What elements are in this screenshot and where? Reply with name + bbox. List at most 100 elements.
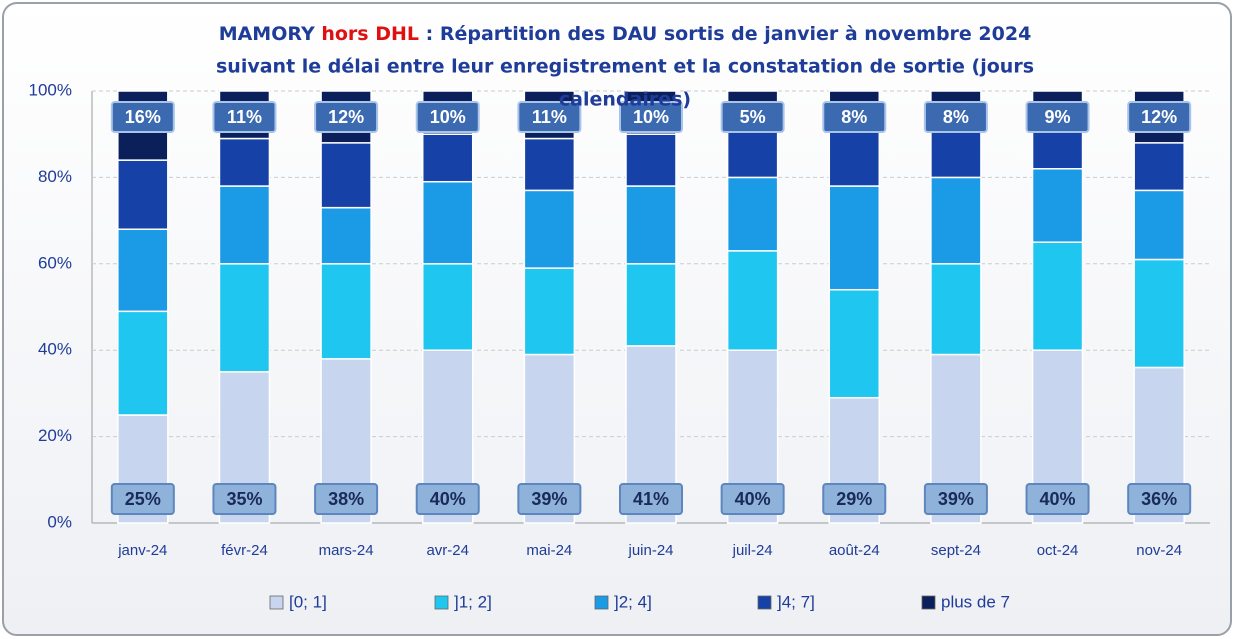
bar-segment [625, 133, 677, 187]
x-tick-label: avr-24 [426, 542, 469, 559]
bar-segment [218, 185, 271, 265]
data-label: 10% [633, 107, 669, 127]
data-label: 41% [633, 489, 669, 509]
x-tick-label: janv-24 [117, 542, 167, 559]
x-tick-label: juin-24 [627, 542, 673, 559]
x-tick-label: nov-24 [1136, 542, 1182, 559]
bar-segment [930, 176, 982, 265]
y-tick-label: 100% [29, 80, 72, 99]
title-part: MAMORY [219, 23, 315, 45]
chart-title: MAMORY hors DHL : Répartition des DAU so… [219, 23, 1032, 45]
data-label: 38% [328, 489, 364, 509]
bar-segment [726, 250, 779, 351]
data-label: 36% [1141, 489, 1177, 509]
label-box [517, 483, 582, 515]
label-box [1127, 483, 1192, 515]
bar-segment [930, 124, 982, 179]
label-box [1025, 483, 1090, 515]
legend-swatch [757, 595, 772, 610]
bar-segment [625, 263, 677, 347]
label-box [314, 483, 379, 515]
legend-swatch [921, 595, 936, 610]
x-tick-label: août-24 [829, 542, 880, 559]
data-label: 40% [430, 489, 466, 509]
label-box [314, 101, 379, 133]
data-label: 11% [532, 107, 567, 127]
data-label: 5% [740, 107, 766, 127]
bar-segment [1133, 258, 1185, 369]
legend-swatch [594, 595, 609, 610]
label-box [1127, 101, 1192, 133]
data-label: 29% [836, 489, 872, 509]
bar-segment [1031, 129, 1084, 170]
label-box [619, 101, 683, 133]
label-box [1025, 101, 1090, 133]
label-box [822, 101, 887, 133]
bar-segment [523, 267, 576, 356]
bar-segment [625, 185, 677, 265]
bar-segment [828, 288, 881, 399]
label-box [212, 483, 277, 515]
bar-segment [1133, 142, 1185, 192]
bar-segment [320, 263, 372, 360]
legend-label: plus de 7 [941, 592, 1010, 611]
bar-segment [218, 263, 271, 373]
bar-segment [523, 189, 576, 269]
data-label: 40% [1040, 489, 1076, 509]
bar-segment [1031, 168, 1084, 243]
data-label: 10% [430, 107, 466, 127]
y-tick-label: 20% [38, 426, 72, 445]
label-box [923, 483, 988, 515]
x-tick-label: mai-24 [526, 542, 572, 559]
bar-segment [117, 228, 169, 313]
label-box [517, 101, 582, 133]
bar-segment [523, 137, 576, 192]
y-tick-label: 60% [38, 253, 72, 272]
plot: 0% 20% 40% 60% 80% 100% janv-24 25% 16% févr-24 35… [29, 80, 1210, 559]
y-tick-label: 0% [47, 512, 72, 531]
bar-segment [117, 310, 169, 416]
label-box [822, 483, 887, 515]
data-label: 40% [735, 489, 771, 509]
bar-segment [726, 176, 779, 252]
chart-title: suivant le délai entre leur enregistreme… [216, 56, 1034, 78]
bar-segment [421, 133, 474, 183]
data-label: 35% [226, 489, 262, 509]
title-part: : Répartition des DAU sortis de janvier … [426, 23, 1032, 45]
bar-segment [930, 263, 982, 356]
legend-label: [0; 1] [289, 592, 327, 611]
x-tick-label: mars-24 [319, 542, 374, 559]
data-label: 8% [943, 107, 969, 127]
chart-title: calendaires) [559, 89, 691, 111]
bar-segment [828, 185, 881, 291]
data-label: 11% [227, 107, 262, 127]
bar-segment [117, 159, 169, 230]
x-tick-label: juil-24 [732, 542, 773, 559]
label-box [619, 483, 683, 515]
legend-swatch [269, 595, 284, 610]
label-box [110, 483, 175, 515]
y-tick-label: 80% [38, 167, 72, 186]
x-tick-label: févr-24 [221, 542, 268, 559]
label-box [415, 483, 480, 515]
data-label: 16% [125, 107, 161, 127]
label-box [923, 101, 988, 133]
label-box [415, 101, 480, 133]
title-part: hors DHL [321, 23, 419, 45]
label-box [720, 483, 785, 515]
bar-segment [218, 137, 271, 187]
bar-segment [828, 124, 881, 187]
legend-label: ]1; 2] [454, 592, 492, 611]
legend-swatch [434, 595, 449, 610]
data-label: 8% [841, 107, 867, 127]
data-label: 39% [938, 489, 974, 509]
data-label: 12% [1141, 107, 1177, 127]
x-tick-label: sept-24 [931, 542, 981, 559]
label-box [212, 101, 277, 133]
data-label: 9% [1045, 107, 1071, 127]
y-tick-label: 40% [38, 340, 72, 359]
bar-segment [1133, 189, 1185, 261]
data-label: 12% [328, 107, 364, 127]
